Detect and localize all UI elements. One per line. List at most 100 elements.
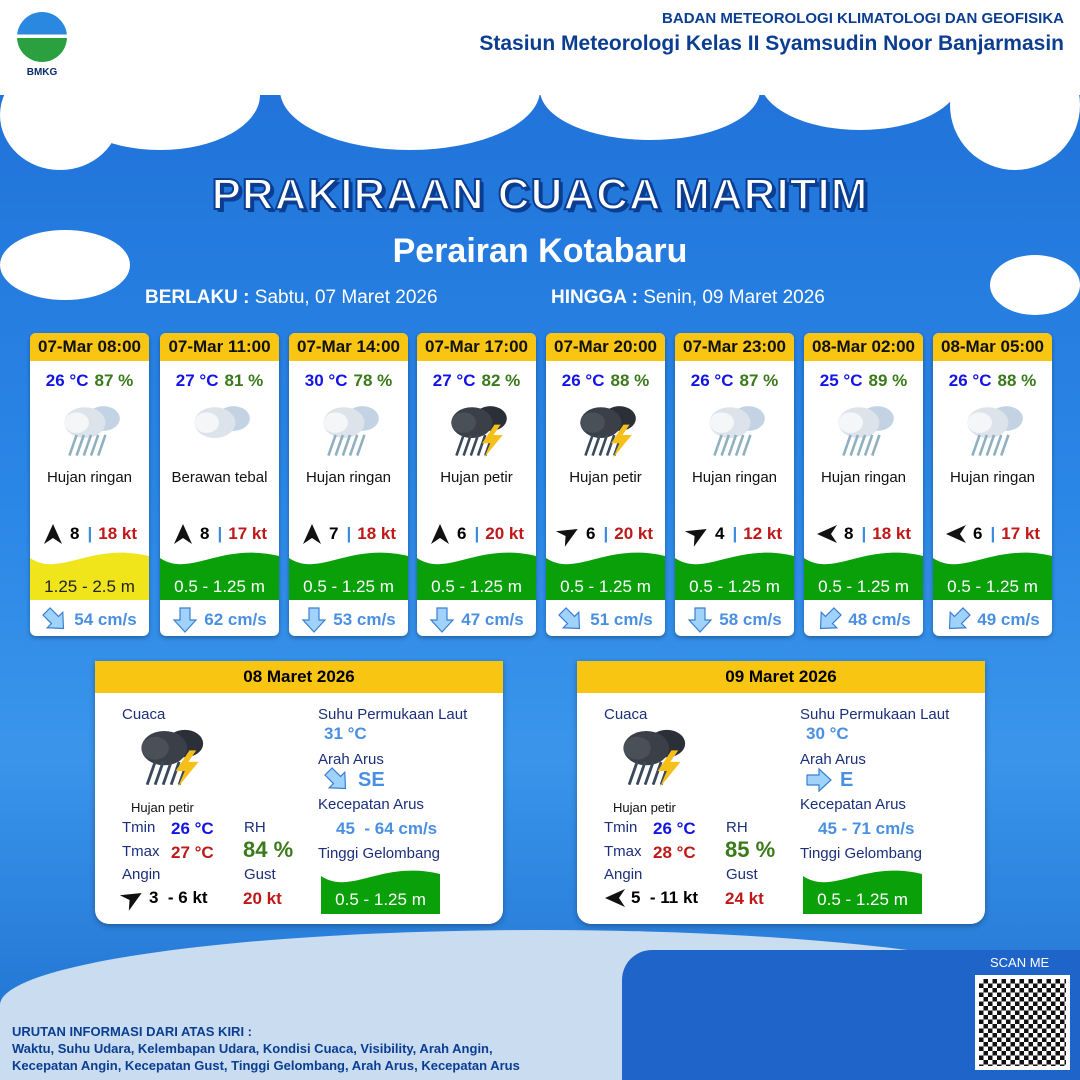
forecast-card: 08-Mar 05:00 26 °C 88 % Hujan ringan 6 | 17…	[933, 333, 1052, 636]
weather-description: Hujan ringan	[820, 469, 907, 486]
weather-description: Berawan tebal	[171, 469, 268, 486]
current-direction-icon	[820, 607, 843, 630]
wind-speed: 7	[329, 524, 339, 543]
current-direction-icon	[324, 767, 347, 790]
gust-label: Gust	[726, 866, 758, 883]
daily-date: 09 Maret 2026	[577, 661, 985, 693]
current-speed-value: 45 - 71 cm/s	[818, 819, 915, 838]
weather-description: Hujan petir	[613, 800, 676, 815]
wind-direction-icon	[119, 893, 142, 911]
weather-description: Hujan ringan	[949, 469, 1036, 486]
wind-speed: 6	[457, 524, 467, 543]
forecast-card: 07-Mar 17:00 27 °C 82 % Hujan petir 6 | 20 …	[417, 333, 536, 636]
current-speed: 54 cm/s	[74, 610, 137, 629]
wind-direction-icon	[605, 889, 625, 907]
wave-height-label: 1.25 - 2.5 m	[44, 577, 135, 596]
gust-speed: 18 kt	[872, 524, 911, 543]
humidity: 89 %	[868, 371, 908, 390]
humidity: 78 %	[353, 371, 393, 390]
wave-height: 0.5 - 1.25 m	[804, 548, 923, 600]
wind-speed: 4	[715, 524, 725, 543]
cloud-decoration	[540, 40, 760, 140]
wind-direction-icon	[817, 525, 837, 543]
wave-height-value: 0.5 - 1.25 m	[817, 890, 908, 909]
current-direction-icon	[429, 607, 455, 633]
tmax-label: Tmax	[604, 843, 642, 860]
wave-shape	[675, 552, 794, 600]
wind-direction-icon	[431, 524, 449, 544]
current-speed: 58 cm/s	[719, 610, 782, 629]
current-direction-icon	[687, 607, 713, 633]
humidity: 88 %	[610, 371, 650, 390]
current-direction-value: SE	[358, 768, 385, 791]
thunderstorm-icon	[579, 406, 636, 458]
light-rain-icon	[63, 406, 120, 457]
forecast-card: 07-Mar 08:00 26 °C 87 % Hujan ringan 8 | 18…	[30, 333, 149, 636]
organization-name: BADAN METEOROLOGI KLIMATOLOGI DAN GEOFIS…	[662, 10, 1064, 27]
wind-range: 5 - 11 kt	[631, 888, 699, 907]
wave-height-label: Tinggi Gelombang	[318, 845, 441, 862]
weather-description: Hujan ringan	[305, 469, 392, 486]
wave-shape	[30, 552, 149, 600]
weather-label: Cuaca	[122, 706, 166, 723]
temperature: 25 °C	[819, 371, 863, 390]
temperature: 26 °C	[45, 371, 89, 390]
sst-label: Suhu Permukaan Laut	[318, 706, 468, 723]
bmkg-logo: BMKG	[14, 12, 70, 80]
gust-speed: 18 kt	[357, 524, 396, 543]
forecast-time: 07-Mar 20:00	[546, 333, 665, 361]
forecast-time: 07-Mar 17:00	[417, 333, 536, 361]
weather-description: Hujan petir	[131, 800, 194, 815]
footer-title: URUTAN INFORMASI DARI ATAS KIRI :	[12, 1024, 252, 1039]
wave-height-value: 0.5 - 1.25 m	[335, 890, 426, 909]
scan-label: SCAN ME	[990, 955, 1050, 970]
current-direction-label: Arah Arus	[318, 751, 384, 768]
valid-to: HINGGA : Senin, 09 Maret 2026	[551, 287, 825, 308]
temperature: 26 °C	[690, 371, 734, 390]
wind-direction-icon	[174, 524, 192, 544]
tmin-label: Tmin	[604, 819, 638, 836]
wave-height: 0.5 - 1.25 m	[933, 548, 1052, 600]
gust-speed: 20 kt	[614, 524, 653, 543]
valid-from: BERLAKU : Sabtu, 07 Maret 2026	[145, 287, 438, 308]
forecast-time: 07-Mar 14:00	[289, 333, 408, 361]
humidity: 82 %	[481, 371, 521, 390]
light-rain-icon	[837, 406, 894, 457]
current-speed-label: Kecepatan Arus	[318, 796, 424, 813]
wind-direction-icon	[555, 529, 578, 547]
wave-height-label: 0.5 - 1.25 m	[560, 577, 651, 596]
wave-shape	[933, 552, 1052, 600]
current-direction-icon	[301, 607, 327, 633]
cloud-decoration	[280, 30, 540, 150]
gust-speed: 17 kt	[228, 524, 267, 543]
forecast-card: 07-Mar 23:00 26 °C 87 % Hujan ringan 4 | 12…	[675, 333, 794, 636]
overcast-icon	[193, 406, 250, 439]
footer-line: Waktu, Suhu Udara, Kelembapan Udara, Kon…	[12, 1041, 493, 1056]
current-speed: 47 cm/s	[461, 610, 524, 629]
forecast-card: 08-Mar 02:00 25 °C 89 % Hujan ringan 8 | 18…	[804, 333, 923, 636]
daily-summary-card: 08 Maret 2026 Cuaca Hujan petir Tmin 26 …	[95, 661, 503, 924]
wave-height: 0.5 - 1.25 m	[417, 548, 536, 600]
gust-speed: 20 kt	[485, 524, 524, 543]
rh-label: RH	[244, 819, 266, 836]
humidity: 81 %	[224, 371, 264, 390]
forecast-card: 07-Mar 14:00 30 °C 78 % Hujan ringan 7 | 18…	[289, 333, 408, 636]
cloud-decoration	[0, 230, 130, 300]
tmax-value: 27 °C	[171, 843, 214, 862]
qr-code[interactable]	[975, 975, 1070, 1070]
wave-height: 0.5 - 1.25 m	[321, 866, 440, 914]
humidity: 87 %	[94, 371, 134, 390]
gust-speed: 12 kt	[743, 524, 782, 543]
wave-height: 0.5 - 1.25 m	[546, 548, 665, 600]
wave-height: 1.25 - 2.5 m	[30, 548, 149, 600]
current-direction-icon	[806, 767, 832, 793]
tmin-value: 26 °C	[171, 819, 214, 838]
wave-shape	[321, 870, 440, 914]
gust-label: Gust	[244, 866, 276, 883]
wind-speed: 6	[586, 524, 596, 543]
forecast-card: 07-Mar 20:00 26 °C 88 % Hujan petir 6 | 20 …	[546, 333, 665, 636]
forecast-time: 07-Mar 11:00	[160, 333, 279, 361]
light-rain-icon	[322, 406, 379, 457]
weather-description: Hujan ringan	[691, 469, 778, 486]
current-speed: 48 cm/s	[848, 610, 911, 629]
